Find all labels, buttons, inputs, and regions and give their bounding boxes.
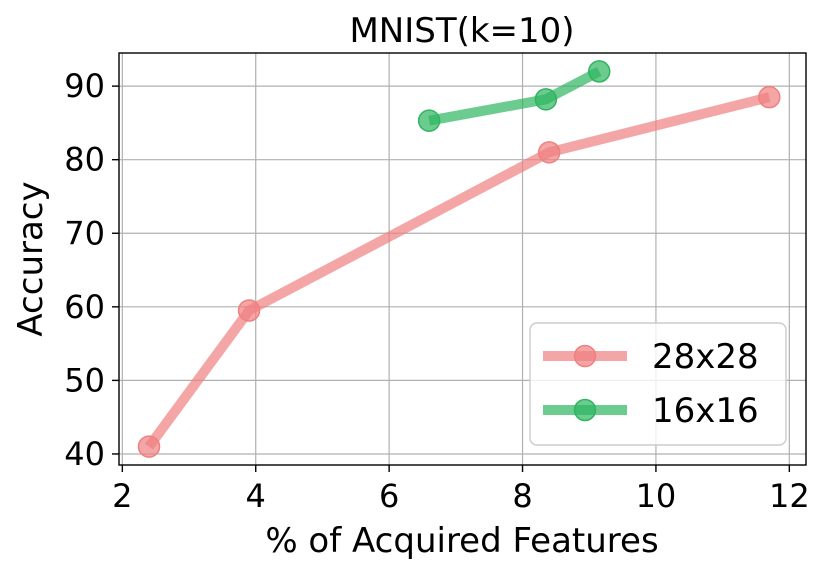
y-tick-label: 90 — [64, 67, 105, 105]
data-point-16x16 — [587, 60, 611, 83]
grid-layer — [119, 53, 806, 465]
data-point-28x28 — [758, 85, 781, 109]
y-tick-label: 80 — [64, 141, 105, 179]
x-tick-label: 10 — [636, 477, 677, 515]
x-tick-label: 4 — [246, 477, 266, 515]
legend-label-28x28: 28x28 — [652, 337, 759, 377]
y-tick-label: 70 — [64, 214, 105, 252]
plot-frame — [118, 52, 807, 466]
legend-swatch-marker-16x16 — [573, 398, 597, 422]
legend-swatch-marker-28x28 — [573, 344, 597, 368]
y-tick-label: 40 — [64, 435, 105, 473]
x-axis-label: % of Acquired Features — [265, 521, 658, 561]
data-point-28x28 — [237, 299, 261, 322]
series-layer — [137, 60, 781, 458]
y-axis-label: Accuracy — [11, 181, 51, 336]
series-line-16x16 — [428, 66, 602, 126]
x-tick-label: 6 — [379, 477, 399, 515]
ticks-layer: 2 4 6 8 10 12 40 50 60 70 80 90 — [64, 67, 809, 515]
legend: 28x28 16x16 — [529, 322, 787, 446]
series-line-28x28 — [144, 92, 771, 450]
y-tick-label: 50 — [64, 361, 105, 399]
y-tick-label: 60 — [64, 288, 105, 326]
data-point-28x28 — [137, 435, 161, 458]
x-tick-label: 8 — [512, 477, 532, 515]
x-tick-label: 2 — [112, 477, 132, 515]
data-point-16x16 — [417, 109, 441, 132]
data-point-28x28 — [537, 141, 561, 164]
legend-label-16x16: 16x16 — [652, 391, 759, 431]
data-point-16x16 — [534, 88, 558, 111]
chart-title: MNIST(k=10) — [349, 11, 574, 51]
x-tick-label: 12 — [769, 477, 810, 515]
